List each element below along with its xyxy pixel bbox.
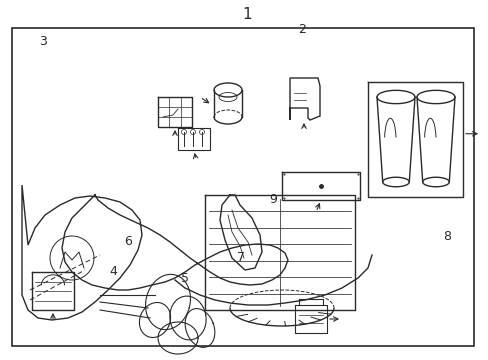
Text: 5: 5: [181, 273, 188, 285]
Text: 9: 9: [268, 193, 276, 206]
Text: 3: 3: [39, 35, 47, 48]
Text: 2: 2: [298, 23, 305, 36]
Text: 6: 6: [124, 235, 132, 248]
Text: 1: 1: [242, 6, 251, 22]
Text: 7: 7: [237, 251, 244, 264]
Bar: [12, 28, 473, 346]
Text: 4: 4: [109, 265, 117, 278]
Text: 8: 8: [443, 230, 450, 243]
